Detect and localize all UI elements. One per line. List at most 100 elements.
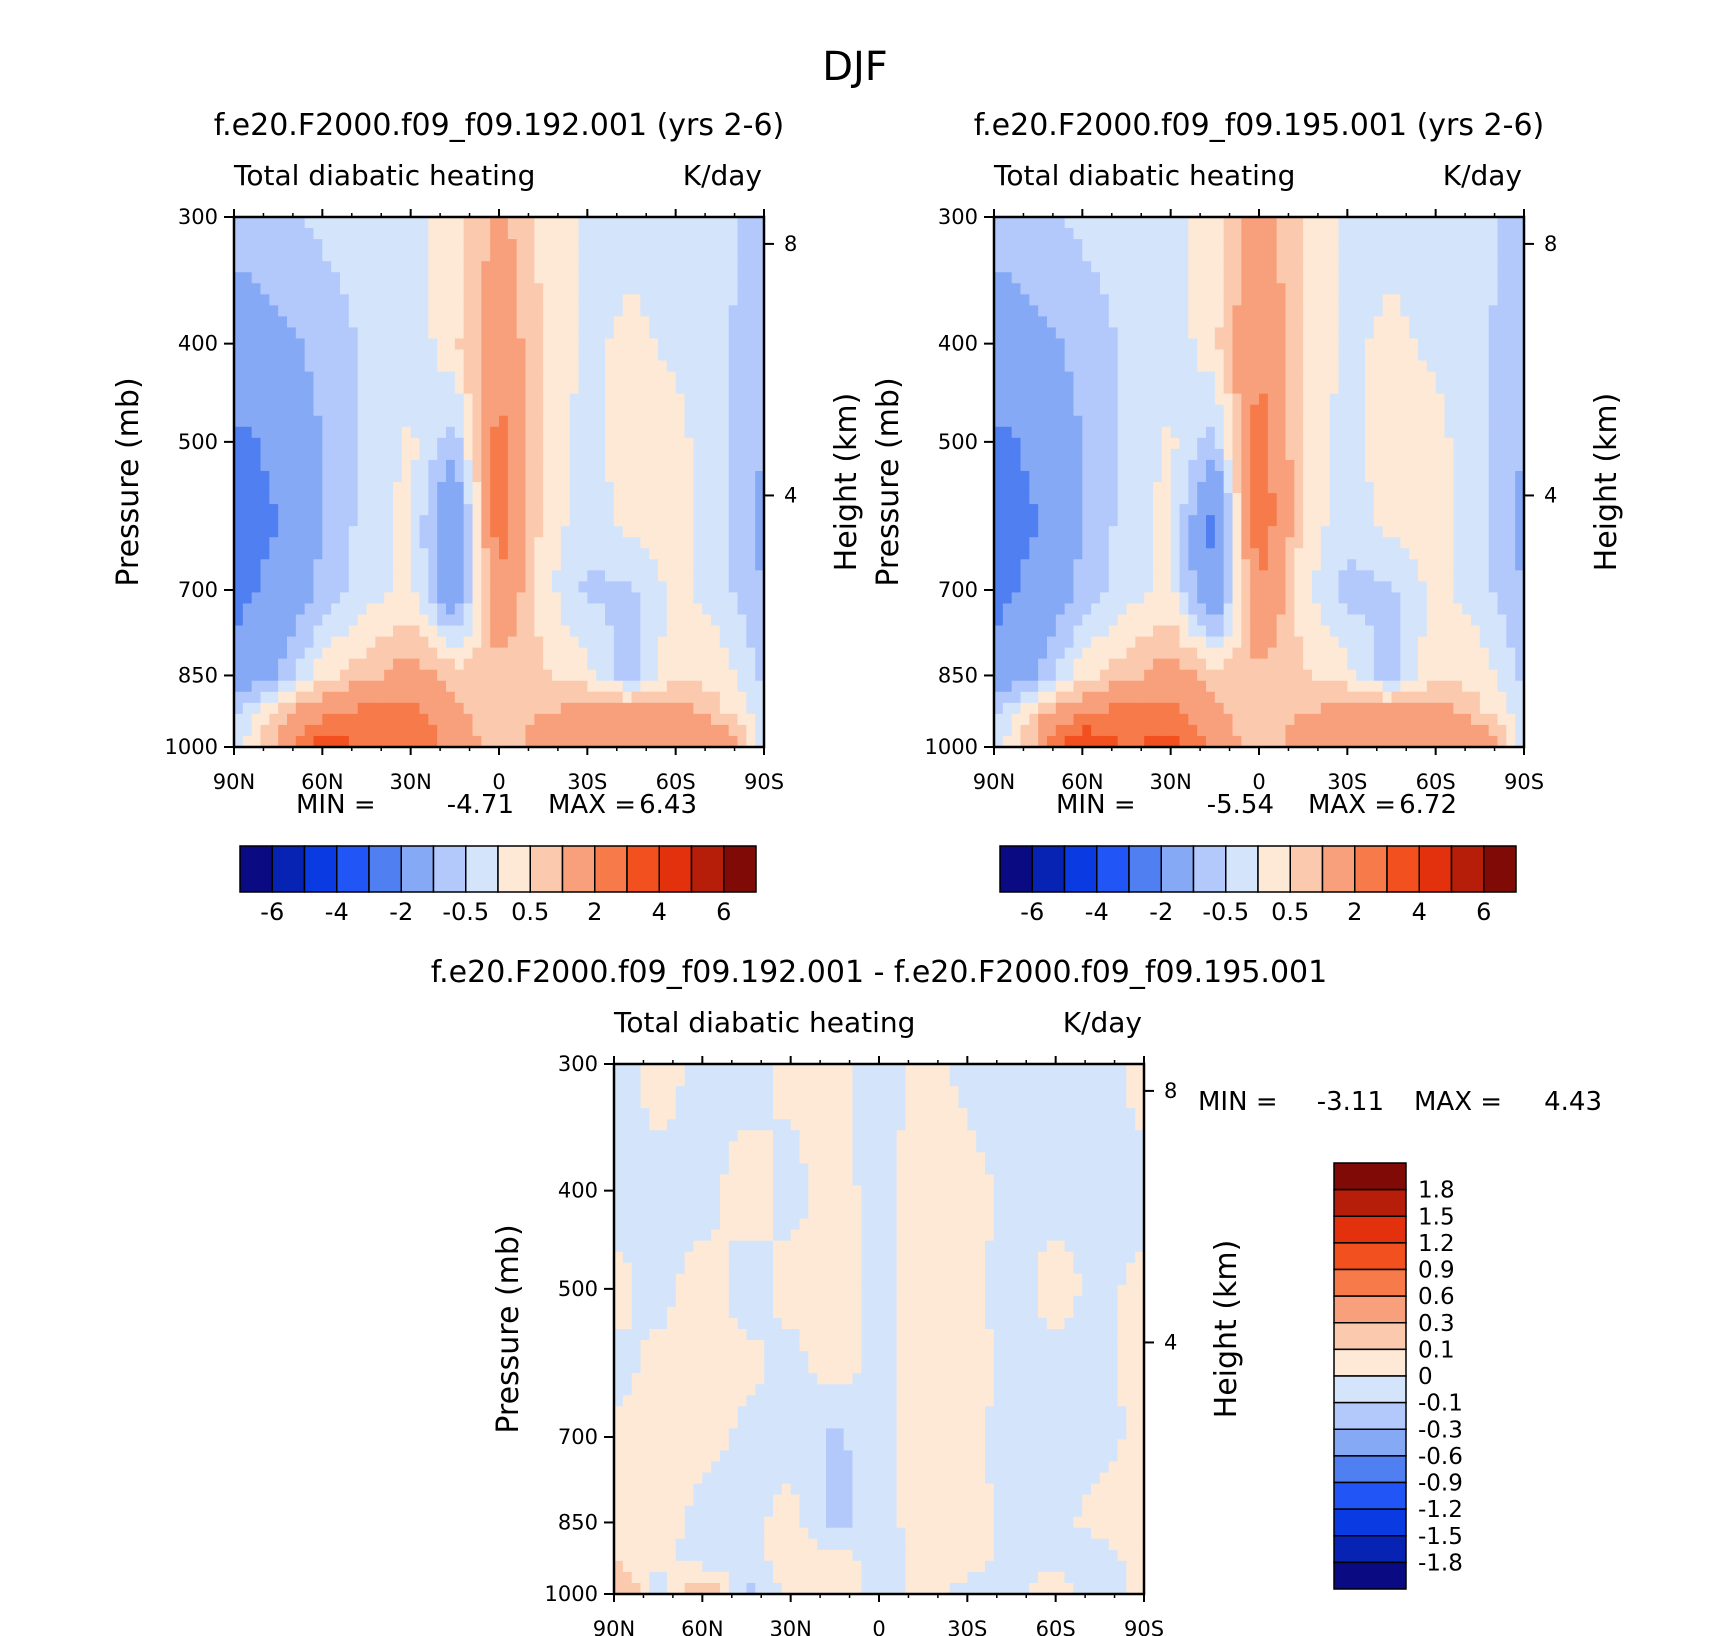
heatmap-cell xyxy=(1011,570,1022,582)
heatmap-cell xyxy=(1047,382,1057,395)
heatmap-cell xyxy=(1197,404,1207,417)
heatmap-cell xyxy=(719,537,730,549)
heatmap-cell xyxy=(242,493,253,505)
heatmap-cell xyxy=(1418,349,1428,362)
heatmap-cell xyxy=(1011,515,1022,527)
heatmap-cell xyxy=(658,360,668,373)
heatmap-cell xyxy=(234,625,244,638)
heatmap-cell xyxy=(260,437,270,450)
heatmap-cell xyxy=(1179,537,1189,549)
heatmap-cell xyxy=(596,294,606,306)
heatmap-cell xyxy=(1382,382,1393,395)
heatmap-cell xyxy=(719,669,730,682)
heatmap-cell xyxy=(711,261,721,273)
heatmap-cell xyxy=(1082,228,1092,240)
heatmap-cell xyxy=(1259,272,1269,284)
heatmap-cell xyxy=(534,371,544,384)
heatmap-cell xyxy=(304,515,315,527)
heatmap-cell xyxy=(454,338,465,351)
heatmap-cell xyxy=(287,548,297,560)
heatmap-cell xyxy=(251,261,262,273)
heatmap-cell xyxy=(525,625,535,638)
heatmap-cell xyxy=(260,305,270,317)
heatmap-cell xyxy=(287,426,297,439)
heatmap-cell xyxy=(684,625,694,638)
heatmap-cell xyxy=(1223,526,1234,538)
heatmap-cell xyxy=(1267,459,1278,472)
heatmap-cell xyxy=(472,504,482,516)
heatmap-cell xyxy=(666,448,677,461)
heatmap-cell xyxy=(1515,382,1525,395)
heatmap-cell xyxy=(1329,228,1340,240)
heatmap-cell xyxy=(552,504,562,516)
heatmap-cell xyxy=(702,459,712,472)
heatmap-cell xyxy=(1002,537,1013,549)
heatmap-cell xyxy=(631,559,641,571)
heatmap-cell xyxy=(1285,305,1295,317)
heatmap-cell xyxy=(560,526,571,538)
heatmap-cell xyxy=(1365,537,1375,549)
heatmap-cell xyxy=(366,250,376,262)
heatmap-cell xyxy=(728,581,739,594)
heatmap-cell xyxy=(613,250,624,262)
heatmap-cell xyxy=(419,504,429,516)
heatmap-cell xyxy=(1055,537,1066,549)
heatmap-cell xyxy=(340,415,350,428)
heatmap-cell xyxy=(516,239,527,251)
heatmap-cell xyxy=(728,625,739,638)
heatmap-cell xyxy=(304,592,315,605)
heatmap-cell xyxy=(755,691,765,704)
heatmap-cell xyxy=(1435,294,1446,306)
heatmap-cell xyxy=(1462,504,1472,516)
heatmap-cell xyxy=(1250,548,1260,560)
heatmap-cell xyxy=(596,360,606,373)
heatmap-cell xyxy=(702,448,712,461)
heatmap-cell xyxy=(251,393,262,406)
heatmap-cell xyxy=(1241,515,1251,527)
heatmap-cell xyxy=(1453,250,1463,262)
heatmap-cell xyxy=(1285,338,1295,351)
heatmap-cell xyxy=(251,448,262,461)
heatmap-cell xyxy=(507,239,518,251)
heatmap-cell xyxy=(552,526,562,538)
heatmap-cell xyxy=(295,250,306,262)
heatmap-cell xyxy=(755,680,765,693)
heatmap-cell xyxy=(1479,305,1490,317)
heatmap-cell xyxy=(569,338,580,351)
heatmap-cell xyxy=(719,504,730,516)
heatmap-cell xyxy=(658,338,668,351)
heatmap-cell xyxy=(428,228,438,240)
heatmap-cell xyxy=(463,724,474,737)
heatmap-cell xyxy=(1135,493,1145,505)
heatmap-cell xyxy=(313,614,323,627)
heatmap-cell xyxy=(1135,272,1145,284)
heatmap-cell xyxy=(755,239,765,251)
heatmap-cell xyxy=(1400,283,1410,295)
heatmap-cell xyxy=(1091,239,1101,251)
heatmap-cell xyxy=(1055,294,1066,306)
heatmap-cell xyxy=(1170,459,1181,472)
heatmap-cell xyxy=(1444,526,1454,538)
heatmap-cell xyxy=(1250,228,1260,240)
heatmap-cell xyxy=(1002,437,1013,450)
heatmap-cell xyxy=(499,515,509,527)
heatmap-cell xyxy=(1347,239,1357,251)
heatmap-cell xyxy=(1082,426,1092,439)
heatmap-cell xyxy=(1126,548,1136,560)
heatmap-cell xyxy=(278,647,288,660)
heatmap-cell xyxy=(1356,470,1366,483)
heatmap-cell xyxy=(419,669,429,682)
heatmap-cell xyxy=(481,327,491,340)
heatmap-cell xyxy=(1409,515,1419,527)
heatmap-cell xyxy=(410,548,421,560)
heatmap-cell xyxy=(242,702,253,715)
heatmap-cell xyxy=(1002,272,1013,284)
heatmap-cell xyxy=(1038,393,1048,406)
heatmap-cell xyxy=(525,537,535,549)
heatmap-cell xyxy=(578,614,588,627)
heatmap-cell xyxy=(366,327,376,340)
heatmap-cell xyxy=(348,239,359,251)
heatmap-cell xyxy=(507,470,518,483)
heatmap-cell xyxy=(1197,283,1207,295)
heatmap-cell xyxy=(516,702,527,715)
